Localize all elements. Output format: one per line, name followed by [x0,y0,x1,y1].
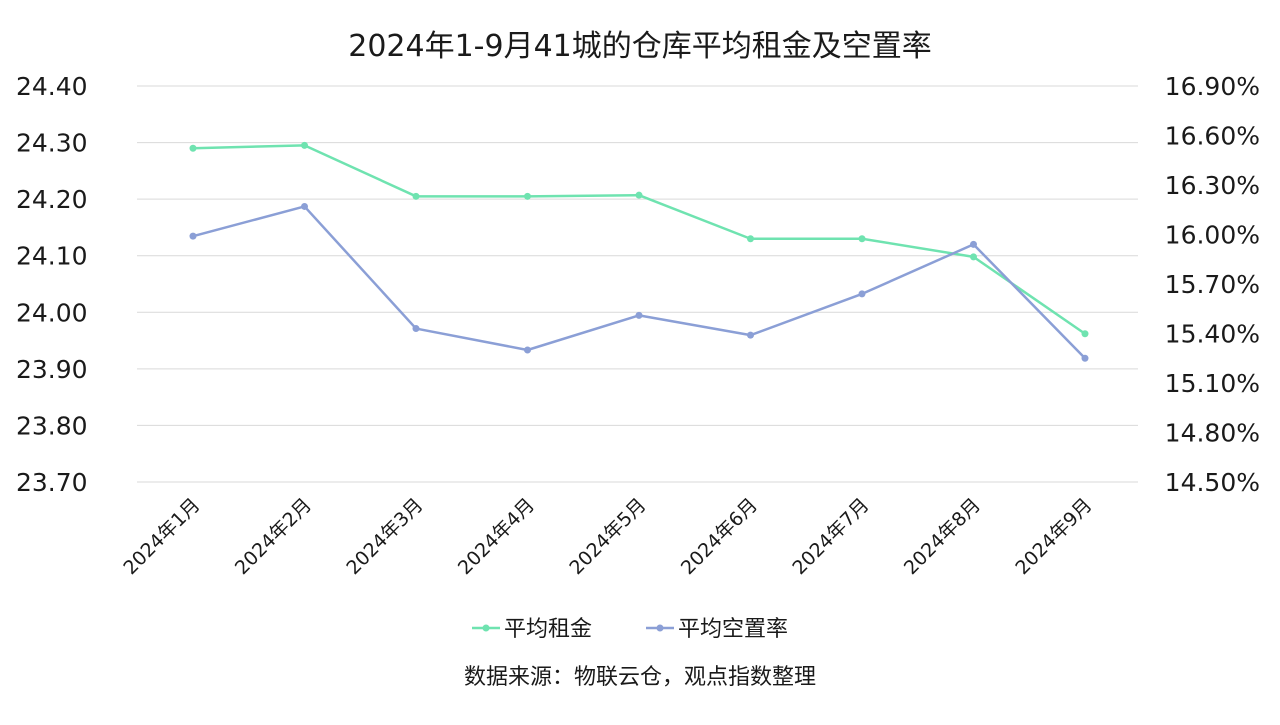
legend-marker [482,624,490,632]
data-point [412,325,420,333]
left-tick-label: 23.70 [16,468,88,497]
data-point [301,202,308,210]
x-tick-label: 2024年3月 [342,494,427,579]
data-point [747,235,754,243]
data-point [970,253,977,261]
left-tick-label: 24.30 [16,129,88,158]
source-note: 数据来源：物联云仓，观点指数整理 [464,665,816,690]
left-tick-label: 23.80 [16,411,88,440]
x-tick-label: 2024年5月 [565,494,650,579]
x-tick-label: 2024年4月 [454,494,539,579]
right-tick-label: 16.30% [1165,171,1260,200]
series-layer [189,141,1089,362]
left-tick-label: 24.10 [16,242,88,271]
data-point [1081,330,1089,338]
data-point [189,232,197,240]
x-axis-ticks: 2024年1月 2024年2月 2024年3月 2024年4月 2024年5月 2024年… [119,494,1096,579]
x-tick-label: 2024年6月 [677,494,762,579]
legend-label: 平均租金 [504,617,592,642]
data-point [747,331,754,339]
x-tick-label: 2024年9月 [1011,494,1096,579]
right-tick-label: 16.90% [1165,72,1260,101]
data-point [858,290,866,298]
x-tick-label: 2024年1月 [119,494,204,579]
left-tick-label: 23.90 [16,355,88,384]
right-tick-label: 15.40% [1165,320,1260,349]
chart-title: 2024年1-9月41城的仓库平均租金及空置率 [348,29,932,64]
data-point [524,346,531,354]
data-point [970,240,977,248]
data-point [635,191,643,199]
data-point [524,192,531,200]
legend-label: 平均空置率 [678,617,788,642]
data-point [635,311,643,319]
legend-marker [656,624,664,632]
left-axis-ticks: 24.40 24.30 24.20 24.10 24.00 23.90 23.80 23.70 [16,72,88,497]
right-tick-label: 15.70% [1165,270,1260,299]
series-line [192,205,1086,360]
series-line [192,144,1086,335]
x-tick-label: 2024年7月 [788,494,873,579]
right-tick-label: 16.00% [1165,221,1260,250]
data-point [1081,354,1089,362]
data-point [412,192,420,200]
data-point [858,235,866,243]
right-axis-ticks: 16.90% 16.60% 16.30% 16.00% 15.70% 15.40% 15.1… [1165,72,1260,497]
left-tick-label: 24.40 [16,72,88,101]
right-tick-label: 16.60% [1165,122,1260,151]
x-tick-label: 2024年8月 [900,494,985,579]
x-tick-label: 2024年2月 [231,494,316,579]
right-tick-label: 14.80% [1165,419,1260,448]
right-tick-label: 15.10% [1165,369,1260,398]
data-point [189,144,197,152]
left-tick-label: 24.20 [16,185,88,214]
left-tick-label: 24.00 [16,298,88,327]
legend: 平均租金 平均空置率 [472,617,788,642]
right-tick-label: 14.50% [1165,468,1260,497]
data-point [301,141,308,149]
